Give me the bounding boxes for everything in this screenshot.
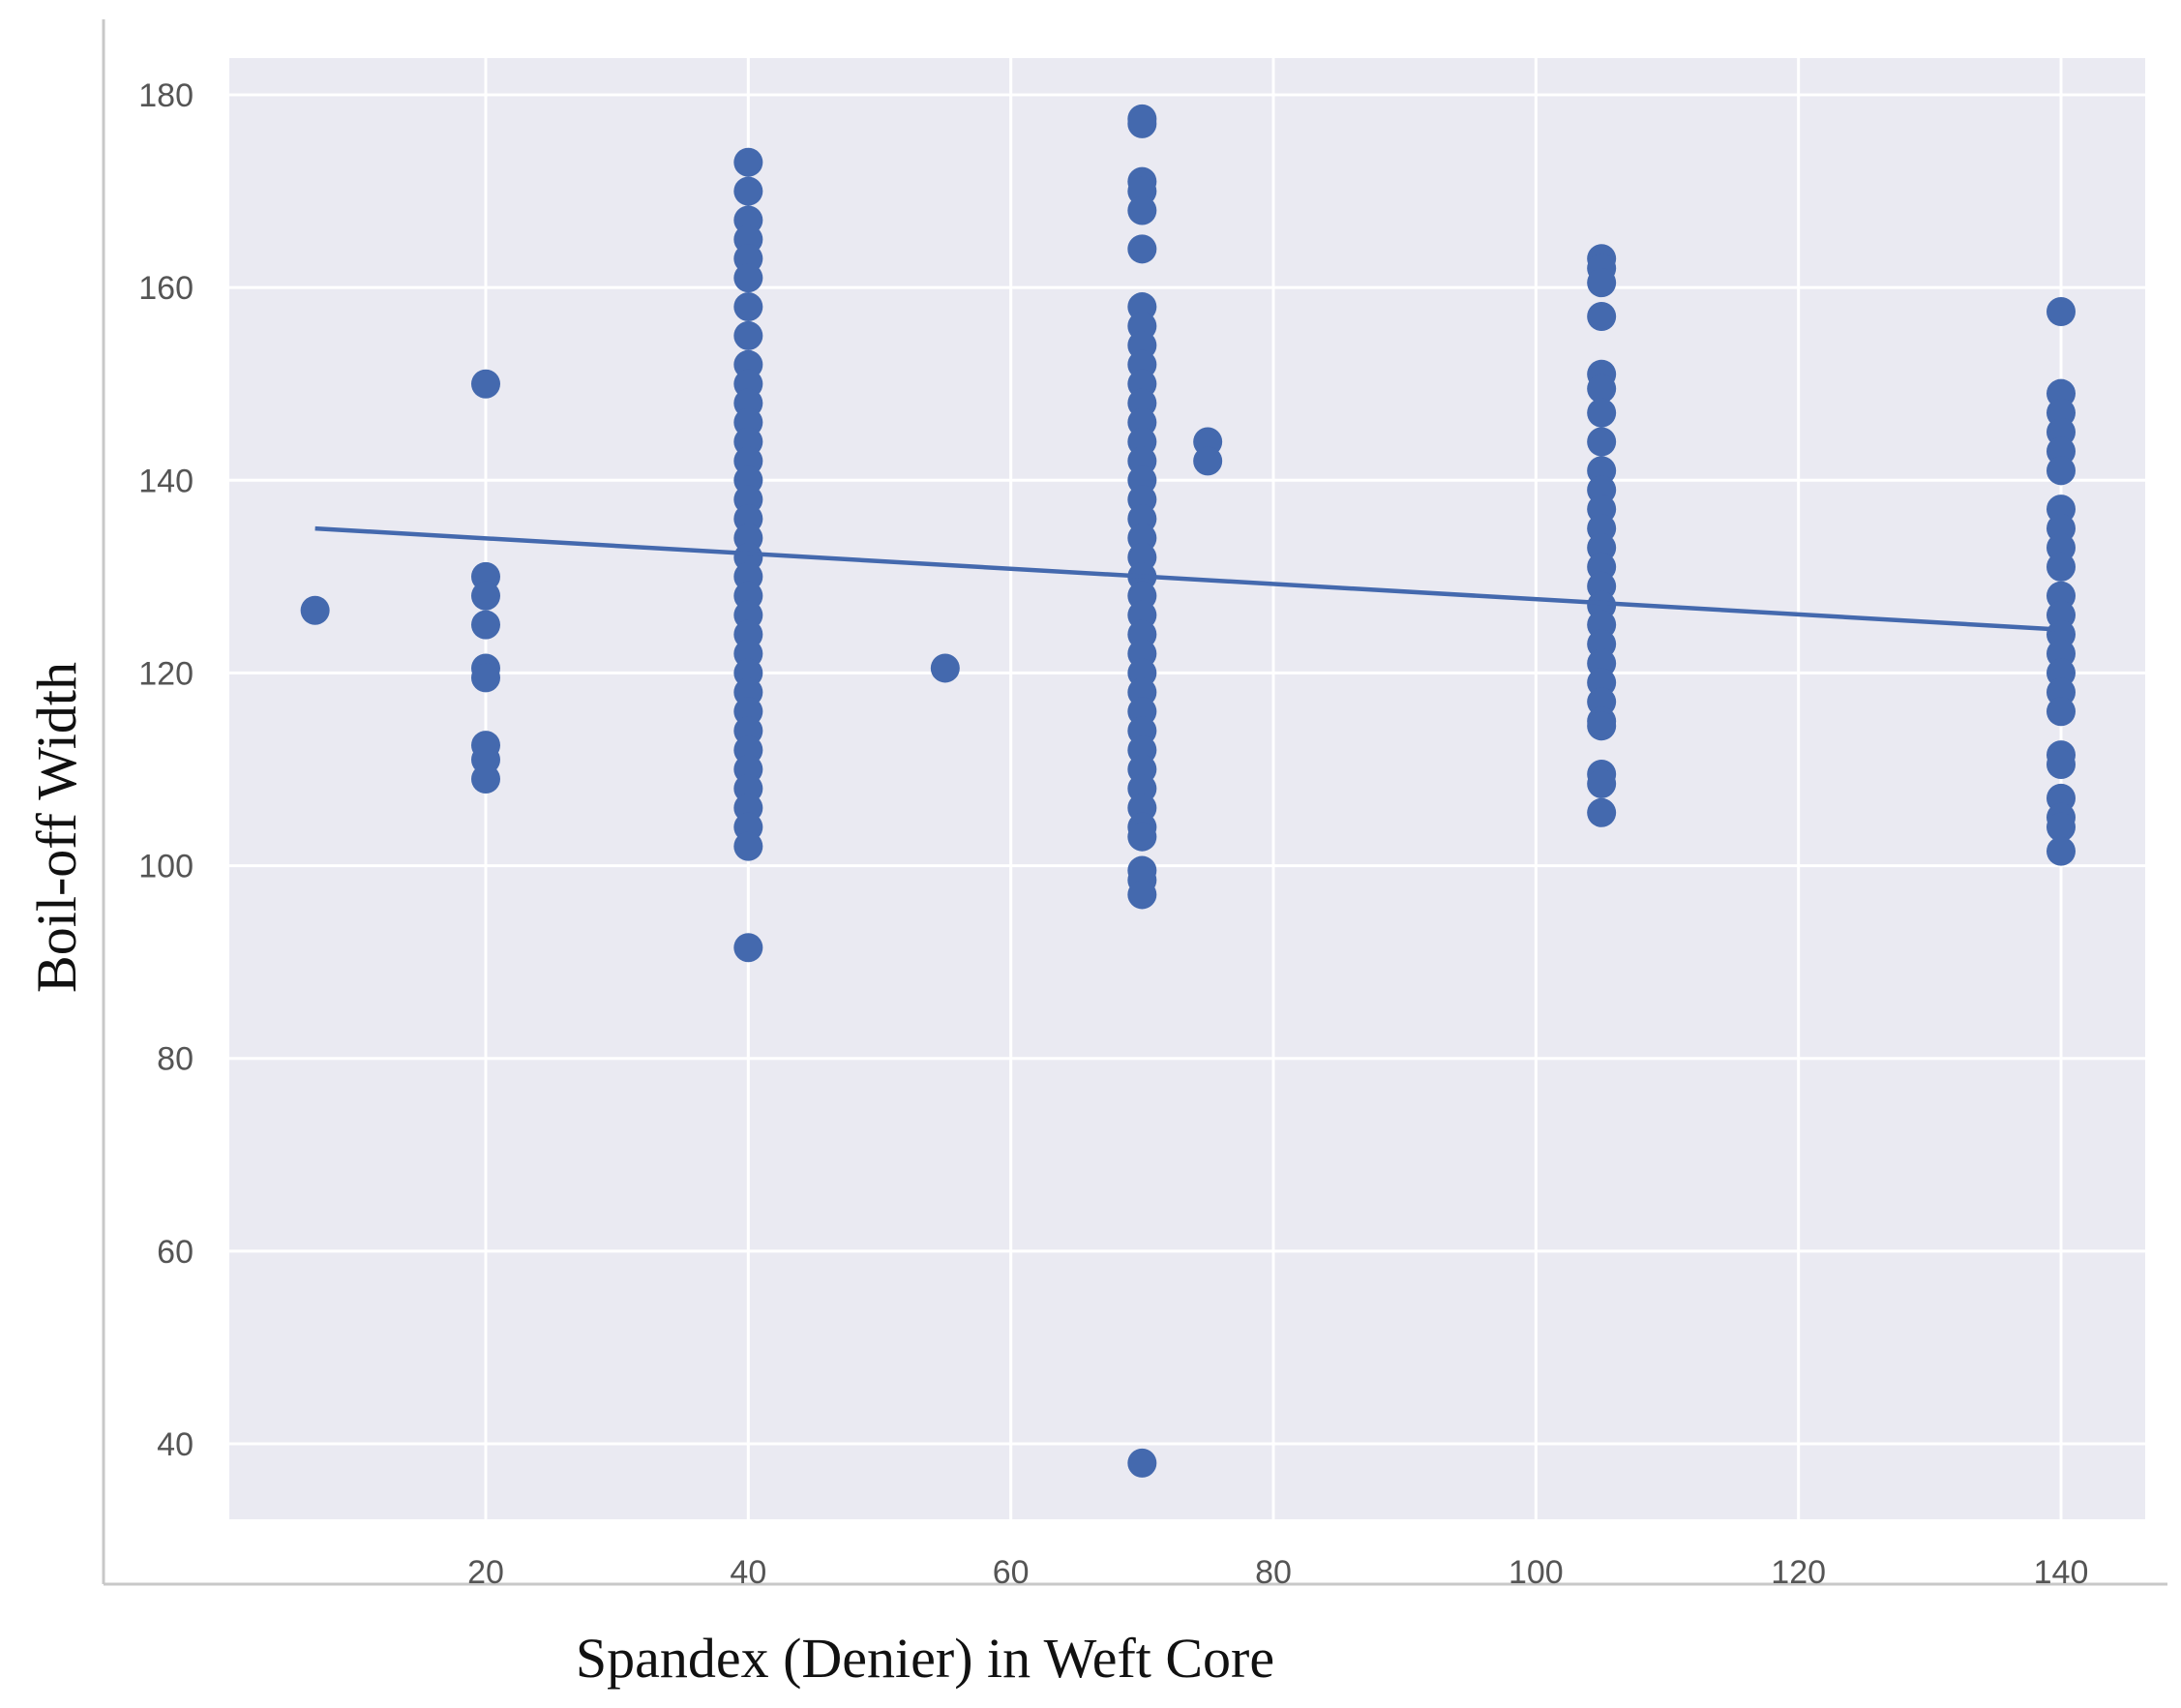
y-tick-label-180: 180 <box>138 77 194 114</box>
data-point <box>1587 427 1617 457</box>
data-point <box>733 263 763 293</box>
y-tick-labels: 40 60 80 100 120 140 160 180 <box>138 77 194 1463</box>
y-tick-label-140: 140 <box>138 463 194 499</box>
plot-background <box>229 58 2145 1519</box>
data-point <box>471 610 500 640</box>
data-point <box>1127 1448 1157 1478</box>
data-point <box>471 581 500 611</box>
data-point <box>1587 768 1617 798</box>
x-tick-label-60: 60 <box>993 1554 1030 1591</box>
data-point <box>1587 374 1617 404</box>
data-point <box>1127 234 1157 264</box>
x-tick-labels: 20 40 60 80 100 120 140 <box>467 1554 2088 1591</box>
data-point <box>1587 711 1617 741</box>
data-point <box>1127 108 1157 138</box>
x-tick-label-100: 100 <box>1509 1554 1564 1591</box>
data-point <box>2047 552 2076 582</box>
x-tick-label-140: 140 <box>2034 1554 2089 1591</box>
data-point <box>1127 195 1157 225</box>
grid <box>229 58 2145 1519</box>
data-point <box>471 764 500 794</box>
data-point <box>2047 836 2076 866</box>
data-point <box>733 933 763 963</box>
data-point <box>733 147 763 177</box>
data-point <box>300 595 330 625</box>
data-point <box>1127 822 1157 852</box>
y-tick-label-160: 160 <box>138 270 194 307</box>
data-point <box>733 292 763 322</box>
trend-line <box>314 525 2062 632</box>
data-point <box>930 653 960 683</box>
x-tick-label-80: 80 <box>1255 1554 1292 1591</box>
data-point <box>733 320 763 350</box>
y-axis-title: Boil-off Width <box>25 662 88 993</box>
data-point <box>471 663 500 693</box>
x-tick-label-120: 120 <box>1771 1554 1826 1591</box>
y-tick-label-80: 80 <box>157 1041 194 1078</box>
data-point <box>1587 268 1617 298</box>
data-point <box>471 369 500 399</box>
data-point <box>733 176 763 206</box>
data-points <box>300 104 2076 1478</box>
x-tick-label-20: 20 <box>467 1554 504 1591</box>
data-point <box>1193 446 1223 476</box>
y-tick-label-60: 60 <box>157 1234 194 1271</box>
data-point <box>1127 880 1157 910</box>
y-tick-label-40: 40 <box>157 1426 194 1463</box>
y-tick-label-100: 100 <box>138 849 194 885</box>
x-axis-title: Spandex (Denier) in Weft Core <box>576 1627 1274 1690</box>
data-point <box>2047 750 2076 780</box>
data-point <box>2047 456 2076 486</box>
data-point <box>733 831 763 861</box>
data-point <box>2047 812 2076 842</box>
x-tick-label-40: 40 <box>730 1554 766 1591</box>
y-tick-label-120: 120 <box>138 655 194 692</box>
data-point <box>1587 797 1617 827</box>
data-point <box>1587 398 1617 428</box>
data-point <box>2047 697 2076 727</box>
data-point <box>2047 297 2076 327</box>
data-point <box>1587 302 1617 332</box>
